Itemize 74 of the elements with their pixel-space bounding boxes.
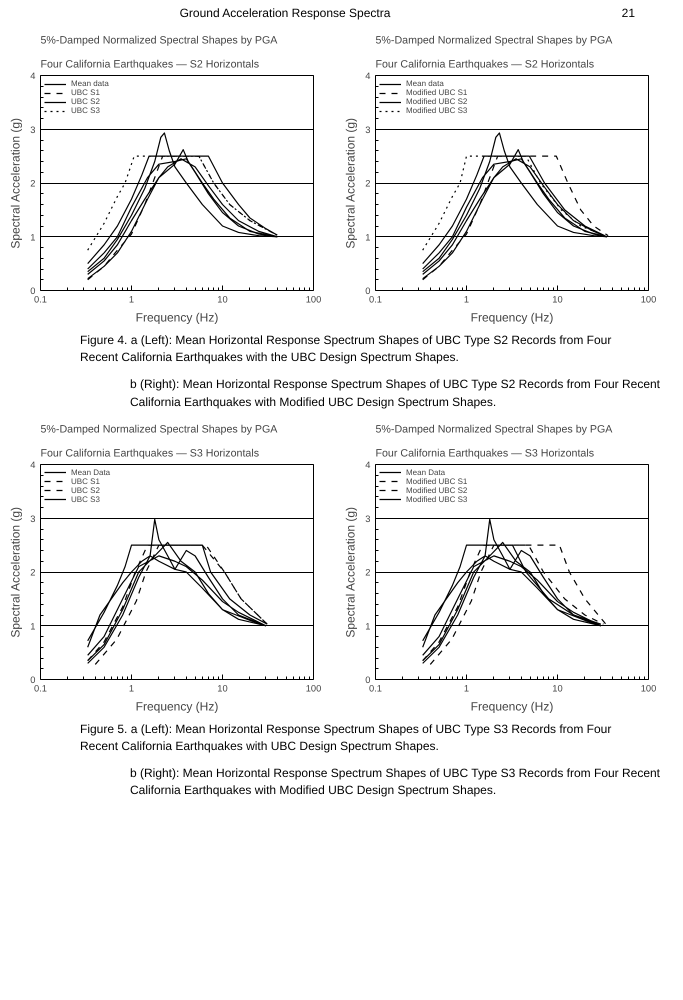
y-tick-label: 2 [30,567,36,578]
x-tick-label: 1 [464,294,470,305]
y-tick-label: 4 [365,71,371,82]
text: 21 [622,5,635,22]
legend-label: Modified UBC S2 [406,97,468,106]
x-tick-label: 10 [217,294,228,305]
legend-label: Modified UBC S3 [406,494,468,504]
y-axis-title: Spectral Acceleration (g) [8,118,22,249]
y-axis-title: Spectral Acceleration (g) [343,506,358,638]
x-tick-label: 0.1 [34,683,47,694]
legend-label: Mean Data [71,468,110,477]
legend-label: UBC S2 [71,486,100,495]
x-tick-label: 100 [306,683,322,694]
legend-label: UBC S2 [71,97,100,106]
chart-subtitle: Four California Earthquakes — S3 Horizontals [40,447,260,460]
text: b (Right): Mean Horizontal Response Spectrum Shapes of UBC Type S3 Records from Four Recent California Earthquakes with Modified UBC Design Spectrum Shapes. [130,764,662,800]
y-tick-label: 0 [365,674,371,685]
x-tick-label: 1 [128,294,134,305]
y-tick-label: 2 [365,178,371,189]
legend-label: UBC S3 [71,106,100,116]
legend-label: UBC S1 [71,476,100,486]
chart-title: 5%-Damped Normalized Spectral Shapes by PGA [376,423,614,436]
y-tick-label: 2 [365,567,371,578]
y-axis-title: Spectral Acceleration (g) [8,506,22,638]
y-tick-label: 1 [30,620,36,631]
y-tick-label: 3 [365,513,371,524]
x-tick-label: 100 [640,294,656,305]
y-tick-label: 0 [30,286,36,296]
legend-label: UBC S1 [71,88,100,98]
x-axis-title: Frequency (Hz) [136,699,218,714]
chart-title: 5%-Damped Normalized Spectral Shapes by PGA [40,423,278,436]
y-tick-label: 2 [30,178,36,189]
x-tick-label: 0.1 [34,294,47,305]
x-axis-title: Frequency (Hz) [470,310,554,325]
y-tick-label: 1 [365,620,371,631]
x-tick-label: 10 [552,683,563,694]
y-axis-title: Spectral Acceleration (g) [343,118,358,249]
x-tick-label: 1 [128,683,134,694]
chart-title: 5%-Damped Normalized Spectral Shapes by PGA [376,34,614,47]
caption: Figure 5. a (Left): Mean Horizontal Response Spectrum Shapes of UBC Type S3 Records from Four Recent California Earthquakes with UBC Design Spectrum Shapes. [80,720,612,755]
y-tick-label: 3 [30,513,36,524]
chart-subtitle: Four California Earthquakes — S2 Horizontals [40,58,260,71]
x-tick-label: 100 [640,683,656,694]
x-tick-label: 1 [464,683,470,694]
y-tick-label: 4 [30,460,36,470]
x-axis-title: Frequency (Hz) [470,699,554,714]
y-tick-label: 0 [365,286,371,296]
legend-label: Modified UBC S2 [406,486,468,495]
legend-label: Mean Data [406,468,446,477]
y-tick-label: 4 [30,71,36,82]
legend-label: Mean data [71,79,109,88]
x-tick-label: 0.1 [369,683,382,694]
y-tick-label: 1 [30,232,36,242]
legend-label: Modified UBC S1 [406,88,468,98]
x-tick-label: 10 [217,683,228,694]
chart-title: 5%-Damped Normalized Spectral Shapes by PGA [40,34,278,47]
x-tick-label: 0.1 [369,294,382,305]
x-tick-label: 10 [552,294,563,305]
text: Ground Acceleration Response Spectra [180,5,390,22]
legend-label: Modified UBC S1 [406,476,468,486]
chart-subtitle: Four California Earthquakes — S3 Horizontals [376,447,594,460]
y-tick-label: 1 [365,232,371,242]
y-tick-label: 4 [365,460,371,470]
text: b (Right): Mean Horizontal Response Spectrum Shapes of UBC Type S2 Records from Four Recent California Earthquakes with Modified UBC Design Spectrum Shapes. [130,376,662,411]
legend-label: Mean data [406,79,444,88]
legend-label: Modified UBC S3 [406,106,468,116]
chart-subtitle: Four California Earthquakes — S2 Horizontals [376,58,594,71]
x-axis-title: Frequency (Hz) [136,310,218,325]
y-tick-label: 3 [30,124,36,135]
y-tick-label: 0 [30,674,36,685]
x-tick-label: 100 [306,294,322,305]
caption: Figure 4. a (Left): Mean Horizontal Response Spectrum Shapes of UBC Type S2 Records from Four Recent California Earthquakes with the UBC Design Spectrum Shapes. [80,332,612,366]
legend-label: UBC S3 [71,494,100,504]
y-tick-label: 3 [365,124,371,135]
